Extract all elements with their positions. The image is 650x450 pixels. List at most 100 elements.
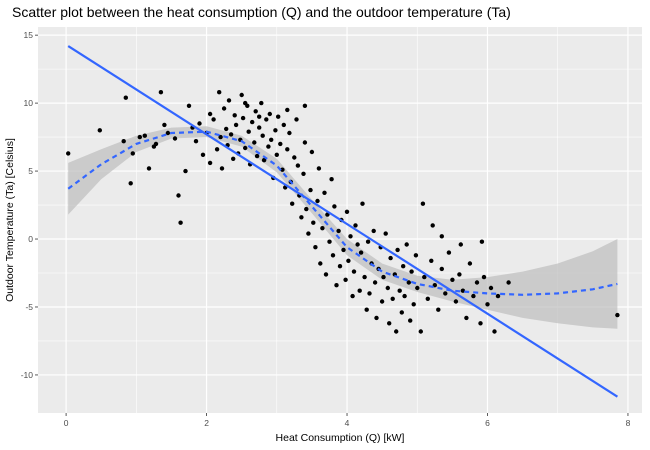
data-point [439,266,444,272]
y-axis-label: Outdoor Temperature (Ta) [Celsius] [4,138,16,302]
data-point [316,166,322,171]
x-tick-label: 4 [345,418,350,428]
data-point [176,193,181,198]
data-point [457,272,462,277]
data-point [479,239,485,244]
data-point [200,152,206,157]
data-point [394,329,399,334]
data-point [336,228,341,234]
data-point [165,130,171,136]
y-tick-label: -5 [25,302,33,312]
data-point [478,321,483,326]
chart-title: Scatter plot between the heat consumptio… [12,4,511,20]
data-point [355,242,360,247]
data-point [381,274,386,280]
data-point [406,280,411,285]
data-point [207,111,213,117]
data-point [253,109,258,114]
data-point [458,242,463,247]
data-point [351,269,357,274]
data-point [302,103,308,109]
x-tick-label: 0 [64,418,69,428]
data-point [178,220,183,225]
data-point [322,190,327,195]
data-point [285,147,290,152]
data-point [346,258,351,263]
data-point [411,302,416,307]
data-point [318,261,323,266]
data-point [467,261,473,266]
data-point [243,100,248,106]
data-point [231,156,236,161]
data-point [364,307,369,312]
data-point [280,167,285,172]
data-point [264,117,269,122]
data-point [492,329,497,334]
data-point [327,239,332,244]
data-point [273,128,278,133]
data-point [409,269,414,274]
data-point [261,158,267,163]
data-point [197,121,202,126]
data-point [193,139,199,144]
data-point [348,234,353,239]
data-point [357,288,362,293]
data-point [353,223,358,228]
data-point [281,122,286,128]
data-point [365,239,371,244]
data-point [460,288,466,293]
data-point [436,307,441,312]
data-point [158,90,164,95]
data-point [228,132,234,137]
data-point [422,274,427,280]
x-axis-label: Heat Consumption (Q) [kW] [276,432,405,444]
y-tick-label: 10 [24,98,34,108]
data-point [450,277,455,282]
fit-lines [67,45,619,398]
data-point [390,296,395,301]
data-point [372,280,378,285]
data-point [371,228,376,234]
data-point [329,177,334,182]
data-point [123,95,128,100]
data-point [408,318,413,323]
data-point [485,302,490,307]
data-point [301,171,306,176]
data-point [453,299,459,304]
y-tick-label: 0 [28,234,33,244]
data-point [267,111,272,117]
data-point [121,139,126,144]
data-point [615,312,620,318]
data-point [430,223,435,228]
data-point [439,234,444,239]
data-point [309,149,315,155]
data-point [315,198,320,204]
data-point [383,231,388,236]
data-point [404,242,409,247]
data-point [162,122,167,128]
data-point [506,280,511,285]
scatter-points [66,90,620,334]
y-tick-label: 15 [24,30,34,40]
data-point [250,119,255,125]
data-point [425,296,430,301]
data-point [387,321,392,326]
data-point [259,100,264,106]
data-point [274,152,279,157]
data-point [306,231,311,236]
data-point [233,122,239,128]
data-point [214,147,220,152]
linear-fit-line [67,45,619,398]
data-point [474,280,480,285]
data-point [240,115,246,121]
y-axis-ticks: -10 -5 0 5 10 15 [21,30,38,380]
data-point [97,128,103,133]
data-point [186,103,192,109]
data-point [254,153,260,159]
data-point [146,166,152,171]
data-point [358,250,364,255]
data-point [320,226,325,231]
data-point [495,293,501,299]
data-point [471,293,476,299]
